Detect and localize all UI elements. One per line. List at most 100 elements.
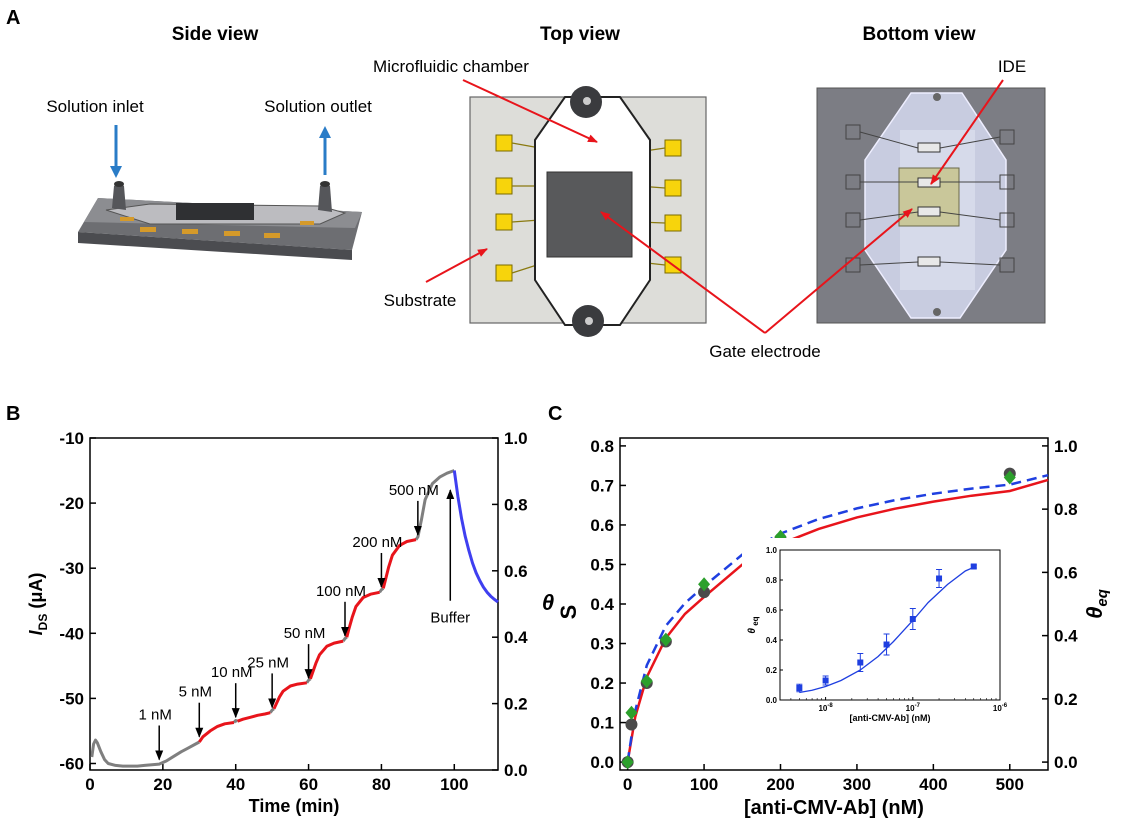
inset-x-axis-label: [anti-CMV-Ab] (nM) (850, 713, 931, 723)
inset-data-point (936, 575, 943, 582)
ide-arrow (930, 79, 1004, 185)
trace-segment (378, 587, 385, 594)
x-tick-label: 400 (919, 775, 947, 794)
x-tick-label: 100 (440, 775, 468, 794)
bottom-view: Bottom view IDE (816, 24, 1046, 324)
y-tick-label: 0.7 (590, 476, 614, 495)
x-tick-label: 200 (766, 775, 794, 794)
plot-frame (89, 437, 499, 771)
trace-segment (198, 721, 235, 743)
data-point-circle (625, 718, 638, 731)
inset-y-axis-label: θ eq (747, 616, 760, 633)
ide-electrodes (917, 142, 941, 267)
inset-x-tick-label: 10-6 (993, 703, 1008, 713)
gate-electrode-label: Gate electrode (709, 342, 821, 361)
inset-data-point (883, 641, 890, 648)
y2-tick-label: 0.4 (1054, 627, 1078, 646)
inset-y-tick-label: 1.0 (766, 546, 778, 555)
inset-data-point (822, 677, 829, 684)
trace-segment (308, 639, 344, 680)
x-axis-label: [anti-CMV-Ab] (nM) (744, 797, 924, 819)
data-point-diamond (659, 632, 672, 647)
y-tick-label: 0.6 (590, 516, 614, 535)
trace-segment (341, 635, 348, 642)
annotation-label: 25 nM (247, 654, 289, 671)
x-tick-label: 40 (226, 775, 245, 794)
annotation-label: 500 nM (389, 482, 439, 499)
x-tick-label: 300 (843, 775, 871, 794)
microfluidic-chamber-label: Microfluidic chamber (373, 57, 529, 76)
side-view: Side view Solution inlet Solution outlet (46, 24, 372, 260)
y2-tick-label: 0.8 (1054, 500, 1078, 519)
inset-x-tick-label: 10-7 (906, 703, 921, 713)
inset-chart: 0.0 0.2 0.4 0.6 0.8 1.0 10-8 10-7 10-6 [anti-CMV-… (742, 538, 1018, 734)
trace-segment (269, 707, 275, 714)
y-tick-label: 0.5 (590, 555, 614, 574)
outlet-arrow (319, 126, 331, 175)
y-axis-label: IDS (μA) (26, 573, 50, 636)
y2-tick-label: 0.2 (1054, 690, 1078, 709)
data-point-diamond (640, 674, 653, 689)
x-axis-label: Time (min) (249, 796, 340, 816)
trace-segment (305, 677, 312, 684)
inset-fit-line (799, 566, 974, 694)
y2-tick-label: 0.0 (504, 761, 528, 780)
y-tick-label: -10 (59, 429, 84, 448)
annotation-label: 50 nM (284, 625, 326, 642)
inset-y-tick-label: 0.6 (766, 606, 778, 615)
inset-x-tick-label: 10-8 (818, 703, 833, 713)
data-point-circle (698, 586, 711, 599)
y-tick-label: -60 (59, 754, 84, 773)
ide-label: IDE (998, 57, 1026, 76)
annotation-label: 200 nM (352, 534, 402, 551)
y-tick-label: -30 (59, 559, 84, 578)
chart-b: 0 20 40 60 80 100 -60 -50 -40 -30 -20 -10 0.0 0.2 0.4 0… (26, 429, 554, 816)
inset-data-point (909, 616, 916, 622)
y2-axis-label: θeq (1082, 589, 1111, 619)
substrate-label: Substrate (384, 291, 457, 310)
x-tick-label: 500 (996, 775, 1024, 794)
bottom-view-title: Bottom view (863, 24, 976, 45)
inset-data-point (796, 685, 803, 691)
trace-segment (236, 711, 271, 723)
y-tick-label: -40 (59, 624, 84, 643)
data-point-diamond (698, 577, 711, 592)
inset-y-tick-label: 0.2 (766, 666, 778, 675)
panel-b-label: B (6, 403, 20, 425)
data-point-diamond (625, 705, 638, 720)
trace-segment (232, 719, 239, 724)
y2-tick-label: 1.0 (1054, 437, 1078, 456)
x-tick-label: 100 (690, 775, 718, 794)
panel-c-label: C (548, 403, 562, 425)
y2-tick-label: 1.0 (504, 429, 528, 448)
inlet-arrow (110, 125, 122, 178)
data-point-diamond (621, 755, 634, 770)
y-tick-label: 0.3 (590, 635, 614, 654)
gate-arrow-bottom (764, 208, 913, 334)
y2-tick-label: 0.2 (504, 695, 528, 714)
inset-data-point (970, 563, 977, 570)
chamber-arrow (462, 79, 598, 143)
solution-inlet-label: Solution inlet (46, 97, 144, 116)
x-tick-label: 20 (153, 775, 172, 794)
top-view-title: Top view (540, 24, 620, 45)
substrate-arrow (425, 248, 488, 283)
x-tick-label: 0 (623, 775, 632, 794)
y-tick-label: -20 (59, 494, 84, 513)
trace-segment (414, 469, 455, 541)
annotation-label: Buffer (430, 610, 470, 627)
inset-data-point (857, 659, 864, 666)
y-tick-label: 0.0 (590, 753, 614, 772)
chart-c: 0 100 200 300 400 500 0.0 0.1 0.2 0.3 0.4 0.5 0.6 0.7… (556, 437, 1111, 819)
gate-electrode-square (546, 171, 633, 258)
x-tick-label: 80 (372, 775, 391, 794)
data-point-diamond (1003, 470, 1016, 485)
x-tick-label: 60 (299, 775, 318, 794)
y-tick-label: 0.8 (590, 437, 614, 456)
top-ports (570, 86, 604, 337)
bottom-gate-area (898, 167, 960, 227)
trace-segment (452, 470, 499, 604)
y2-tick-label: 0.4 (504, 628, 528, 647)
annotation-label: 10 nM (211, 664, 253, 681)
